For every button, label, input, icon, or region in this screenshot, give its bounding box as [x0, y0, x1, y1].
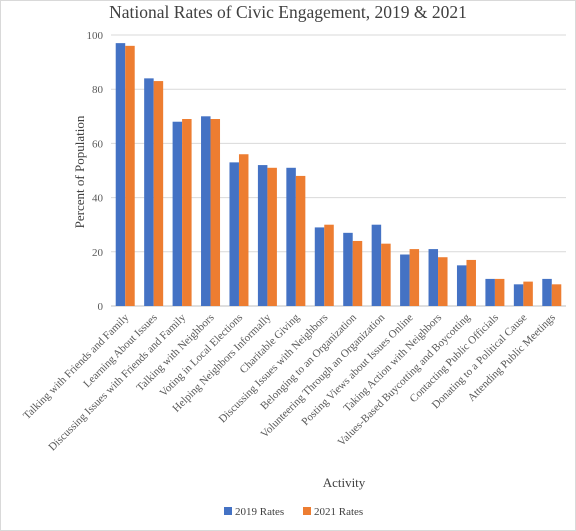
- y-tick-label: 0: [98, 301, 104, 313]
- bar-2019: [314, 227, 325, 306]
- bar-2021: [295, 175, 306, 306]
- legend-swatch: [224, 507, 232, 515]
- y-tick-label: 100: [87, 30, 104, 42]
- bar-2019: [172, 121, 183, 306]
- bar-2021: [551, 284, 562, 306]
- y-tick-labels: 0 20 40 60 80 100: [87, 30, 104, 313]
- x-tick-label: Talking with Friends and Family: [21, 311, 132, 422]
- bar-2019: [513, 284, 524, 306]
- bar-2019: [286, 167, 296, 306]
- bar-2021: [210, 119, 221, 306]
- bars: [115, 43, 562, 307]
- legend-label: 2021 Rates: [314, 506, 363, 518]
- bar-2019: [201, 116, 211, 306]
- bar-2019: [428, 249, 439, 306]
- bar-2021: [494, 278, 505, 306]
- bar-2021: [267, 167, 277, 306]
- legend: 2019 Rates 2021 Rates: [224, 506, 363, 518]
- chart-title: National Rates of Civic Engagement, 2019…: [109, 2, 467, 22]
- bar-2021: [466, 259, 476, 306]
- y-tick-label: 20: [92, 247, 104, 259]
- y-tick-label: 80: [92, 84, 104, 96]
- bar-2021: [523, 281, 533, 306]
- legend-label: 2019 Rates: [235, 506, 284, 518]
- bar-2021: [153, 81, 164, 306]
- bar-2021: [409, 249, 420, 306]
- bar-2021: [352, 240, 363, 306]
- bar-2019: [485, 278, 495, 306]
- bar-2019: [115, 43, 126, 306]
- y-tick-label: 40: [92, 193, 104, 205]
- y-axis-label: Percent of Population: [72, 115, 87, 228]
- bar-2019: [343, 232, 353, 306]
- bar-2021: [438, 257, 448, 306]
- bar-2021: [125, 45, 135, 307]
- bar-2019: [257, 165, 268, 306]
- bar-2021: [324, 224, 334, 306]
- bar-2019: [229, 162, 239, 306]
- bar-2019: [542, 278, 552, 306]
- x-tick-labels: Talking with Friends and FamilyLearning …: [21, 311, 558, 453]
- bar-2021: [182, 119, 192, 306]
- bar-2021: [238, 154, 249, 306]
- bar-2019: [371, 224, 382, 306]
- y-tick-label: 60: [92, 138, 104, 150]
- bar-2021: [381, 243, 391, 306]
- bar-2019: [456, 265, 467, 306]
- legend-swatch: [303, 507, 311, 515]
- bar-2019: [400, 254, 410, 306]
- bar-2019: [144, 78, 154, 306]
- x-axis-label: Activity: [323, 475, 366, 490]
